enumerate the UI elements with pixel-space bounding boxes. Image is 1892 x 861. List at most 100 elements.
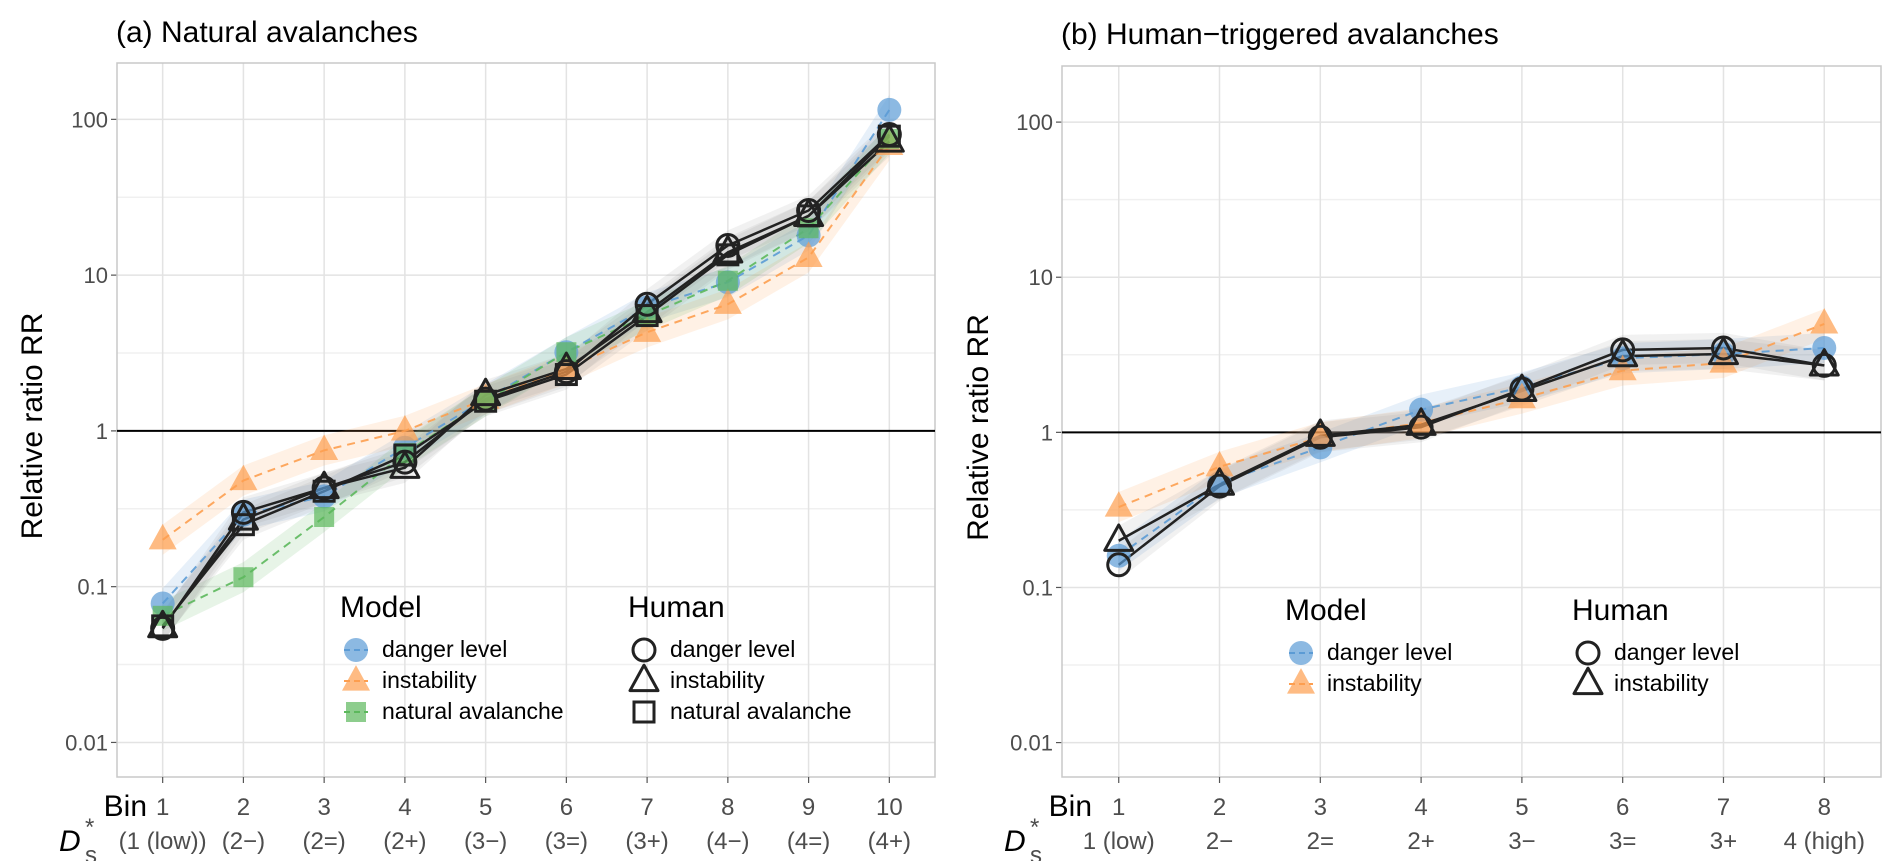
legend-item-label: instability <box>670 667 765 693</box>
point-model-instability <box>633 316 662 342</box>
x-bin-label: 9 <box>802 794 815 821</box>
point-model-danger-level <box>1812 335 1837 360</box>
point-model-instability <box>148 523 177 550</box>
x-bin-label: 8 <box>1818 794 1831 821</box>
x-bin-label: 5 <box>1515 794 1528 821</box>
point-model-instability <box>1306 421 1335 447</box>
point-model-natural-avalanche <box>798 218 819 239</box>
point-human-natural-avalanche <box>797 204 821 228</box>
panel-human-triggered-avalanches: 100 10 1 0.1 0.01 1 1 (low) 2 2− 3 2= 4 2+ 5 3− 6 3= 7 3+ 8… <box>962 18 1882 861</box>
point-human-natural-avalanche <box>393 443 417 467</box>
legend-item-label: natural avalanche <box>670 698 852 724</box>
point-human-natural-avalanche <box>877 124 901 148</box>
point-human-instability <box>873 124 905 153</box>
point-model-instability <box>794 241 823 267</box>
point-human-instability <box>631 294 663 324</box>
x-ds-label: 3+ <box>1710 828 1737 855</box>
ribbon-model-danger-level <box>162 94 890 619</box>
x-ds-label: (1 (low)) <box>119 828 207 855</box>
point-human-danger-level <box>1106 552 1132 578</box>
x-bin-label: 1 <box>1112 794 1125 821</box>
y-tick-label: 0.1 <box>1022 575 1053 600</box>
legend-item-label: instability <box>1614 670 1709 696</box>
ds-superscript: * <box>1030 814 1039 841</box>
x-ds-label: (3=) <box>545 828 588 855</box>
plot-background <box>117 63 935 777</box>
x-ds-label: (4−) <box>706 828 749 855</box>
point-human-instability <box>1103 523 1135 552</box>
x-bin-label: 4 <box>1414 794 1427 821</box>
bin-row-label: Bin <box>104 790 147 823</box>
x-ds-label: 3− <box>1508 828 1535 855</box>
x-bin-label: 6 <box>560 794 573 821</box>
plot-border <box>116 62 936 778</box>
legend-title-human: Human <box>1572 594 1669 627</box>
x-bin-label: 3 <box>1314 794 1327 821</box>
legend-key-human-danger-level <box>631 637 657 663</box>
point-model-instability <box>713 288 742 314</box>
point-model-instability <box>1205 450 1234 477</box>
ribbon-human-instability <box>1118 338 1825 556</box>
x-ds-label: 2+ <box>1407 828 1434 855</box>
point-human-instability <box>1707 336 1739 366</box>
x-ds-label: (3+) <box>625 828 668 855</box>
x-ds-label: 2= <box>1307 828 1334 855</box>
legend-item-label: danger level <box>1327 639 1452 665</box>
x-ds-label: (2=) <box>302 828 345 855</box>
y-tick-label: 10 <box>84 263 108 288</box>
legend-item-label: danger level <box>670 636 795 662</box>
x-ds-label: (3−) <box>464 828 507 855</box>
ds-superscript: * <box>85 814 94 841</box>
point-human-natural-avalanche <box>312 479 336 503</box>
point-human-instability <box>1808 348 1840 377</box>
line-human-instability <box>1118 352 1825 542</box>
x-bin-label: 2 <box>1213 794 1226 821</box>
point-human-natural-avalanche <box>151 614 175 638</box>
legend-item-label: danger level <box>1614 639 1739 665</box>
line-model-instability <box>162 144 891 541</box>
point-human-natural-avalanche <box>474 389 498 413</box>
point-human-natural-avalanche <box>231 513 255 537</box>
point-model-instability <box>390 415 419 441</box>
y-tick-label: 0.01 <box>1010 731 1053 756</box>
x-bin-label: 2 <box>237 794 250 821</box>
ds-row-label: D <box>59 825 81 858</box>
point-model-instability <box>1407 407 1436 433</box>
plot-background <box>1062 66 1881 777</box>
point-human-natural-avalanche <box>554 363 578 387</box>
plot-border <box>1061 65 1882 778</box>
legend-item-label: natural avalanche <box>382 698 564 724</box>
ribbon-model-instability <box>1118 308 1825 523</box>
x-ds-label: (2+) <box>383 828 426 855</box>
x-bin-label: 10 <box>876 794 903 821</box>
point-model-natural-avalanche <box>233 567 254 588</box>
point-human-instability <box>1304 418 1336 447</box>
point-human-danger-level <box>230 499 256 525</box>
point-human-instability <box>712 235 744 264</box>
point-model-natural-avalanche <box>475 391 496 412</box>
point-human-instability <box>1607 338 1639 368</box>
ds-row-label: D <box>1004 825 1026 858</box>
line-model-instability <box>1118 322 1825 508</box>
legend-item-label: instability <box>1327 670 1422 696</box>
y-tick-label: 0.1 <box>77 575 108 600</box>
x-bin-label: 7 <box>640 794 653 821</box>
y-tick-label: 100 <box>1016 110 1053 135</box>
bin-row-label: Bin <box>1049 790 1092 823</box>
point-human-natural-avalanche <box>716 243 740 267</box>
legend-key-human-danger-level <box>1575 640 1601 666</box>
x-ds-label: (2−) <box>222 828 265 855</box>
legend-key-human-instability <box>1572 666 1604 696</box>
legend-key-human-instability <box>628 663 660 693</box>
legend-item-label: danger level <box>382 636 507 662</box>
x-bin-label: 1 <box>156 794 169 821</box>
x-bin-label: 8 <box>721 794 734 821</box>
point-human-natural-avalanche <box>635 304 659 328</box>
x-ds-label: 4 (high) <box>1784 828 1865 855</box>
panel-natural-avalanches: 100 10 1 0.1 0.01 1 (1 (low)) 2 (2−) 3 (2=) 4 (2+) 5 (… <box>16 16 936 861</box>
x-ds-label: 2− <box>1206 828 1233 855</box>
x-ds-label: (4+) <box>868 828 911 855</box>
x-bin-label: 3 <box>317 794 330 821</box>
x-bin-label: 6 <box>1616 794 1629 821</box>
